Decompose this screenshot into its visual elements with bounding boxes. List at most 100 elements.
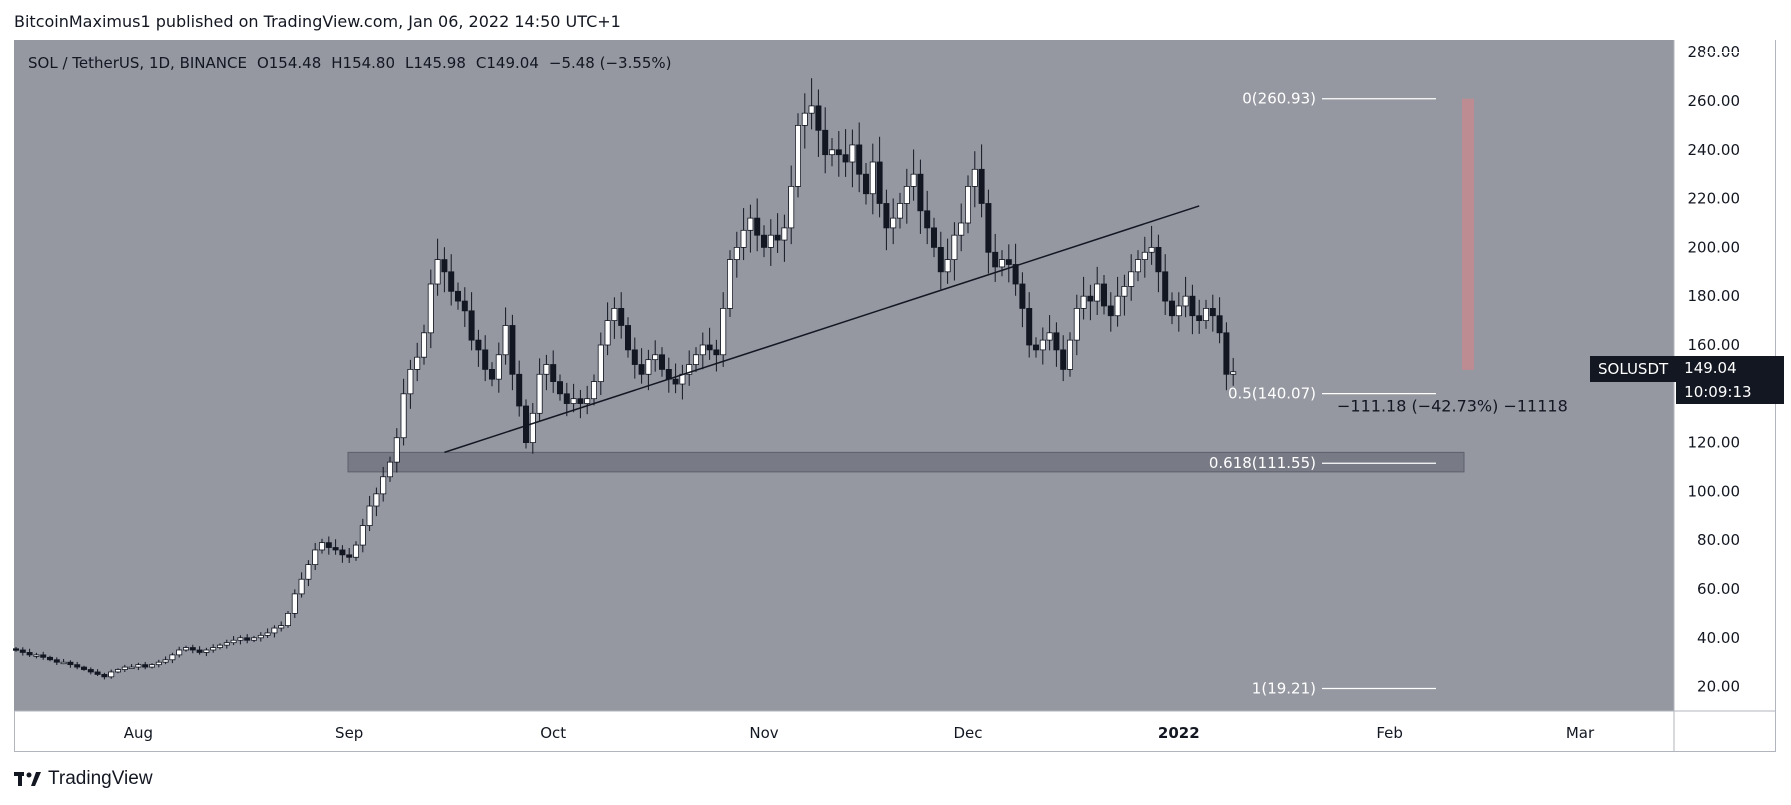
currency-badge[interactable]: USDT (1704, 52, 1750, 76)
candle[interactable] (951, 234, 958, 260)
candle[interactable] (1203, 307, 1210, 321)
candle[interactable] (19, 649, 26, 653)
candle[interactable] (876, 161, 883, 204)
candle[interactable] (856, 144, 863, 175)
candle[interactable] (60, 661, 67, 665)
candle[interactable] (672, 378, 679, 385)
candle[interactable] (523, 405, 530, 443)
candle[interactable] (203, 649, 210, 653)
candle[interactable] (162, 659, 169, 663)
candle[interactable] (591, 381, 598, 400)
candle[interactable] (502, 325, 509, 356)
candle[interactable] (53, 659, 60, 663)
candle[interactable] (774, 234, 781, 241)
candle[interactable] (815, 105, 822, 131)
candle[interactable] (801, 112, 808, 126)
candle[interactable] (312, 549, 319, 566)
candle[interactable] (1067, 339, 1074, 370)
candle[interactable] (1175, 305, 1182, 317)
candle[interactable] (271, 627, 278, 634)
candle[interactable] (244, 637, 251, 641)
candle[interactable] (142, 664, 149, 668)
candle[interactable] (965, 185, 972, 224)
candle[interactable] (563, 393, 570, 404)
candle[interactable] (910, 173, 917, 187)
candle[interactable] (74, 664, 81, 668)
candle[interactable] (1114, 295, 1121, 317)
candle[interactable] (1087, 295, 1094, 302)
candle[interactable] (1189, 295, 1196, 317)
candle[interactable] (284, 613, 291, 627)
candle[interactable] (346, 554, 353, 558)
candle[interactable] (373, 493, 380, 507)
candle[interactable] (577, 398, 584, 404)
candle[interactable] (509, 325, 516, 375)
candle[interactable] (903, 185, 910, 204)
candle[interactable] (733, 246, 740, 260)
candle[interactable] (393, 437, 400, 463)
candle[interactable] (727, 259, 734, 309)
candle[interactable] (264, 632, 271, 636)
candle[interactable] (747, 217, 754, 231)
candle[interactable] (917, 173, 924, 212)
candle[interactable] (237, 637, 244, 641)
candle[interactable] (835, 149, 842, 156)
support-zone[interactable] (347, 451, 1465, 473)
candle[interactable] (659, 354, 666, 370)
candle[interactable] (767, 234, 774, 248)
candle[interactable] (999, 259, 1006, 268)
candle[interactable] (897, 203, 904, 219)
candle[interactable] (971, 168, 978, 187)
candle[interactable] (808, 105, 815, 114)
candle[interactable] (81, 666, 88, 670)
candle[interactable] (529, 412, 536, 444)
candle[interactable] (761, 234, 768, 248)
candle[interactable] (169, 654, 176, 661)
candle[interactable] (536, 373, 543, 414)
tradingview-logo[interactable]: TradingView (14, 768, 153, 790)
candle[interactable] (216, 644, 223, 648)
candle[interactable] (557, 381, 564, 395)
candle[interactable] (625, 325, 632, 351)
candle[interactable] (631, 349, 638, 365)
candle[interactable] (795, 125, 802, 187)
candle[interactable] (332, 547, 339, 551)
candle[interactable] (454, 290, 461, 302)
candle[interactable] (1005, 259, 1012, 265)
candle[interactable] (665, 368, 672, 380)
candle[interactable] (992, 251, 999, 268)
candle[interactable] (958, 222, 965, 236)
candle[interactable] (468, 310, 475, 341)
candle[interactable] (1141, 251, 1148, 260)
candle[interactable] (495, 354, 502, 380)
candle[interactable] (366, 505, 373, 526)
candle[interactable] (325, 542, 332, 548)
candle[interactable] (1101, 283, 1108, 307)
candle[interactable] (305, 564, 312, 580)
candle[interactable] (482, 349, 489, 370)
candle[interactable] (461, 300, 468, 312)
candle[interactable] (223, 642, 230, 646)
candle[interactable] (516, 373, 523, 407)
candle[interactable] (1026, 307, 1033, 346)
candle[interactable] (781, 227, 788, 241)
candle[interactable] (543, 364, 550, 375)
candle[interactable] (1060, 349, 1067, 370)
plot-background[interactable] (14, 40, 1674, 711)
candle[interactable] (869, 161, 876, 195)
candle[interactable] (713, 349, 720, 356)
candle[interactable] (1162, 271, 1169, 302)
candle[interactable] (604, 320, 611, 346)
candle[interactable] (148, 664, 155, 668)
candle[interactable] (686, 364, 693, 375)
candle[interactable] (842, 154, 849, 163)
candle[interactable] (135, 664, 142, 668)
candle[interactable] (250, 637, 257, 641)
candle[interactable] (291, 593, 298, 614)
candle[interactable] (1209, 307, 1216, 317)
candle[interactable] (115, 669, 122, 673)
candle[interactable] (924, 210, 931, 229)
candle[interactable] (1073, 307, 1080, 341)
candle[interactable] (645, 359, 652, 375)
candle[interactable] (1196, 315, 1203, 322)
